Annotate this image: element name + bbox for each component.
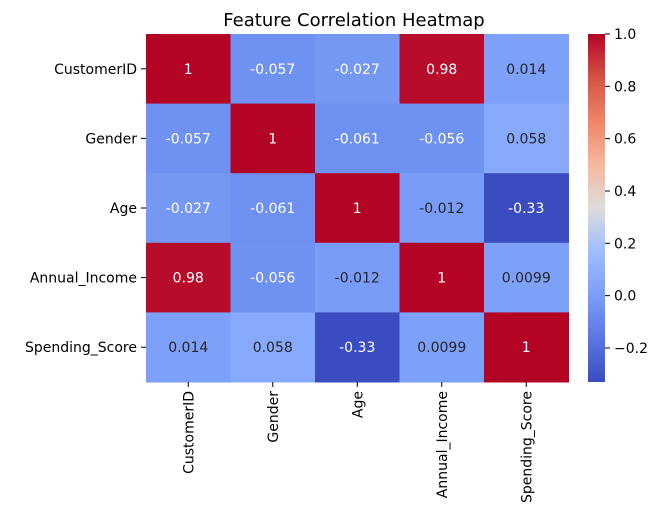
y-axis-tick-label: Spending_Score — [25, 340, 137, 356]
heatmap-cell — [484, 312, 569, 383]
colorbar-tick-label: −0.2 — [614, 341, 648, 357]
heatmap-cell-label: 0.98 — [173, 271, 204, 287]
colorbar-gradient — [588, 34, 605, 382]
heatmap-cell-label: 0.058 — [253, 340, 293, 356]
heatmap-cell-label: 0.058 — [506, 131, 546, 147]
heatmap-cell-label: 0.014 — [506, 62, 546, 78]
y-axis-tick-label: Annual_Income — [30, 271, 137, 287]
heatmap-cell — [230, 242, 316, 313]
heatmap-cell-label: 1 — [437, 271, 446, 287]
x-axis-tick-label: Annual_Income — [435, 391, 451, 498]
heatmap-cell-label: -0.056 — [250, 271, 295, 287]
heatmap-cells — [146, 34, 569, 383]
heatmap-cell — [484, 173, 569, 244]
heatmap-cell — [146, 312, 231, 383]
heatmap-cell — [399, 173, 485, 244]
chart-title: Feature Correlation Heatmap — [223, 10, 484, 31]
y-axis-tick-labels: CustomerID Gender Age Annual_Income Spending… — [25, 62, 146, 356]
heatmap-cell — [315, 173, 400, 244]
heatmap-cell-label: -0.012 — [335, 271, 380, 287]
heatmap-cell — [399, 312, 485, 383]
heatmap-cell-label: -0.027 — [166, 201, 211, 217]
heatmap-cell — [484, 103, 569, 174]
colorbar-ticks: 1.0 0.8 0.6 0.4 0.2 0.0 −0.2 — [605, 27, 648, 357]
heatmap-cell — [315, 242, 400, 313]
heatmap-cell-label: 1 — [184, 62, 193, 78]
heatmap-cell-labels: 1 -0.057 -0.027 0.98 0.014 -0.057 1 -0.061 -0.05… — [166, 62, 551, 356]
heatmap-cell — [230, 34, 316, 105]
heatmap-cell-label: -0.33 — [508, 201, 544, 217]
colorbar-tick-label: 0.4 — [614, 184, 636, 200]
heatmap-cell — [230, 103, 316, 174]
heatmap-cell-label: 1 — [522, 340, 531, 356]
heatmap-cell-label: -0.057 — [166, 131, 211, 147]
colorbar-tick-label: 1.0 — [614, 27, 636, 43]
heatmap-cell-label: 0.0099 — [417, 340, 466, 356]
colorbar: 1.0 0.8 0.6 0.4 0.2 0.0 −0.2 — [588, 27, 648, 382]
heatmap-cell — [484, 34, 569, 105]
y-axis-tick-label: Age — [110, 201, 137, 217]
heatmap-cell-label: -0.061 — [250, 201, 295, 217]
heatmap-cell — [399, 242, 485, 313]
colorbar-tick-label: 0.6 — [614, 132, 636, 148]
x-axis-tick-label: CustomerID — [181, 391, 197, 474]
heatmap-cell-label: -0.012 — [419, 201, 464, 217]
heatmap-cell-label: 1 — [268, 131, 277, 147]
heatmap-cell — [146, 103, 231, 174]
heatmap-cell-label: -0.057 — [250, 62, 295, 78]
colorbar-tick-label: 0.8 — [614, 79, 636, 95]
x-axis-tick-label: Age — [350, 391, 366, 418]
heatmap-cell-label: 0.0099 — [502, 271, 551, 287]
heatmap-cell — [315, 103, 400, 174]
colorbar-tick-label: 0.0 — [614, 289, 636, 305]
colorbar-tick-label: 0.2 — [614, 236, 636, 252]
heatmap-cell — [315, 312, 400, 383]
heatmap-cell — [230, 312, 316, 383]
heatmap-cell — [146, 34, 231, 105]
x-axis-tick-label: Gender — [266, 391, 282, 443]
x-axis-tick-labels: CustomerID Gender Age Annual_Income Spending… — [181, 382, 535, 503]
heatmap-cell-label: 0.98 — [426, 62, 457, 78]
heatmap-cell-label: -0.027 — [335, 62, 380, 78]
y-axis-tick-label: CustomerID — [54, 62, 137, 78]
heatmap-cell — [315, 34, 400, 105]
heatmap-cell — [484, 242, 569, 313]
heatmap-cell — [230, 173, 316, 244]
heatmap-cell-label: 1 — [353, 201, 362, 217]
heatmap-cell-label: 0.014 — [168, 340, 208, 356]
heatmap-cell — [146, 242, 231, 313]
heatmap-cell — [399, 103, 485, 174]
heatmap-cell-label: -0.33 — [339, 340, 375, 356]
y-axis-tick-label: Gender — [85, 131, 137, 147]
heatmap-cell — [399, 34, 485, 105]
heatmap-cell-label: -0.061 — [335, 131, 380, 147]
heatmap-cell-label: -0.056 — [419, 131, 464, 147]
heatmap-cell — [146, 173, 231, 244]
x-axis-tick-label: Spending_Score — [519, 391, 535, 503]
